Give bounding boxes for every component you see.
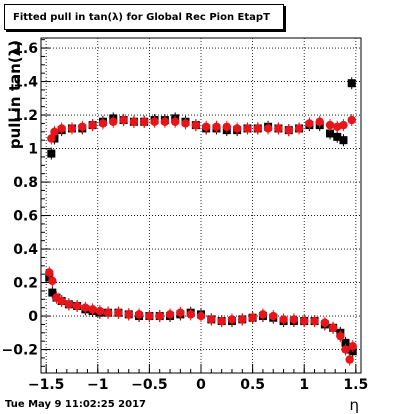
circle-marker [274,124,283,133]
circle-marker [81,303,90,312]
axis-ticks [41,39,357,373]
plot-frame [40,37,362,374]
circle-marker [57,296,66,306]
circle-marker [341,345,350,354]
circle-marker [269,311,278,321]
circle-marker [328,323,338,332]
y-tick-label: 0.4 [13,242,38,258]
y-tick-label: 0.8 [13,175,38,191]
circle-marker [78,122,87,131]
circle-marker [160,117,170,126]
circle-marker [57,124,66,133]
circle-marker [345,355,354,364]
circle-marker [191,120,201,130]
y-tick-label: 1 [28,142,38,158]
square-marker [347,79,356,88]
circle-marker [64,300,74,309]
circle-marker [238,315,247,324]
x-tick-label: −1.5 [28,377,65,393]
circle-marker [165,310,175,319]
square-marker [339,136,348,145]
y-tick-label: −0.2 [1,343,38,359]
circle-marker [109,117,118,126]
x-tick-label: 0 [196,377,206,393]
circle-marker [145,311,154,321]
circle-marker [243,124,252,133]
square-marker [341,338,350,347]
circle-marker [305,119,314,128]
timestamp-footer: Tue May 9 11:02:25 2017 [5,399,146,410]
circle-marker [140,117,149,126]
circle-marker [339,120,348,130]
circle-marker [103,308,113,317]
circle-marker [47,134,56,143]
circle-marker [310,316,319,326]
circle-marker [98,119,108,128]
circle-marker [212,122,221,131]
circle-marker [217,316,226,326]
y-tick-label: 0.6 [13,209,38,225]
circle-marker [263,124,273,133]
y-tick-label: 1.2 [13,108,38,124]
y-tick-label: 1.6 [13,41,38,57]
chart-title: Fitted pull in tan(λ) for Global Rec Pio… [4,4,284,30]
circle-marker [279,315,288,324]
circle-marker [170,117,180,126]
x-axis-label: η [349,396,359,414]
y-tick-label: 0.2 [13,276,38,292]
circle-marker [258,310,268,319]
circle-marker [119,115,128,125]
circle-marker [124,310,133,319]
y-axis-label: pull in tan(λ) [6,40,24,149]
circle-marker [207,315,216,324]
circle-marker [284,125,293,135]
circle-marker [72,301,82,311]
square-marker [326,129,335,138]
circle-marker [95,306,105,316]
circle-marker [186,310,195,319]
x-tick-label: 1 [299,377,309,393]
square-marker [48,288,57,297]
y-tick-label: 0 [28,309,38,325]
circle-marker [315,117,324,126]
circle-marker [155,311,164,321]
circle-marker [320,318,330,327]
circle-marker [294,124,304,133]
y-tick-label: 1.4 [13,75,38,91]
circle-marker [253,124,262,133]
x-tick-label: 1.5 [343,377,368,393]
circle-marker [176,308,185,317]
circle-marker [150,117,159,126]
square-marker [333,132,342,141]
circle-marker [232,124,242,133]
circle-marker [45,268,54,277]
circle-marker [129,117,139,126]
circle-marker [336,331,345,341]
x-tick-label: −0.5 [131,377,168,393]
circle-marker [347,115,356,125]
circle-marker [248,313,257,322]
circle-marker [289,315,299,324]
circle-marker [67,124,77,133]
x-tick-label: −1 [87,377,108,393]
circle-marker [88,120,97,130]
circle-marker [325,120,335,130]
circle-marker [348,342,357,351]
circle-marker [201,122,211,131]
circle-marker [227,315,237,324]
tick-labels: −1.5 −1 −0.5 0 0.5 1 1.5 −0.2 0 0.2 0.4 0.6 0.8 1 1.2 1… [1,41,368,393]
circle-marker [300,316,309,326]
circle-marker [48,276,57,286]
square-marker [47,149,56,158]
circle-marker [196,311,206,321]
data-points [45,77,357,366]
circle-marker [222,122,232,131]
circle-marker [114,308,123,317]
circle-marker [181,119,190,128]
circle-marker [88,305,97,314]
circle-marker [50,127,59,136]
circle-marker [134,310,144,319]
x-tick-label: 0.5 [240,377,265,393]
